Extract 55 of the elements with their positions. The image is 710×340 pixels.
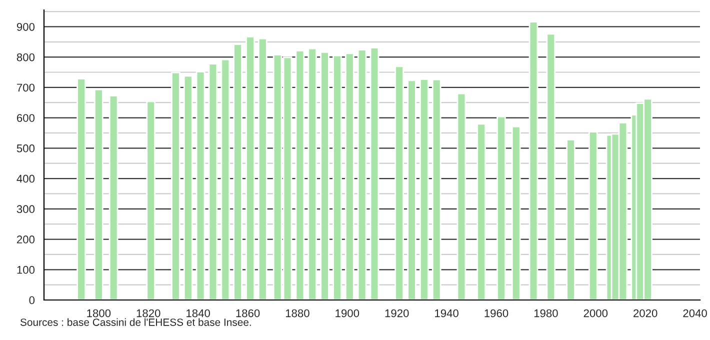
bar — [357, 49, 367, 300]
x-tick-label: 1820 — [136, 309, 160, 318]
bar — [476, 123, 486, 300]
bar — [183, 75, 193, 300]
bar — [420, 78, 429, 300]
x-tick-label: 1880 — [286, 309, 310, 318]
y-tick-label: 400 — [16, 174, 35, 183]
bar — [332, 54, 342, 300]
bar — [220, 58, 230, 300]
x-tick-label: 2040 — [683, 309, 707, 318]
bar — [407, 80, 416, 300]
source-note: Sources : base Cassini de l'EHESS et base Insee. — [20, 318, 251, 326]
bar — [588, 131, 598, 300]
y-tick-label: 700 — [17, 84, 35, 92]
x-tick-label: 1940 — [435, 309, 458, 318]
bar — [511, 126, 521, 300]
bar — [233, 44, 242, 300]
bar — [308, 48, 318, 300]
y-tick-label: 0 — [29, 296, 35, 304]
bar — [432, 78, 442, 300]
y-tick-label: 600 — [17, 114, 35, 122]
bar — [370, 46, 380, 300]
y-tick-label: 500 — [16, 144, 35, 152]
x-tick-label: 2000 — [584, 309, 608, 318]
x-tick-label: 1960 — [484, 309, 508, 318]
x-tick-label: 1800 — [87, 309, 111, 318]
x-tick-label: 2020 — [634, 309, 658, 318]
bar — [456, 92, 466, 300]
bar — [566, 138, 576, 300]
bar — [394, 66, 404, 300]
bar — [295, 50, 305, 300]
bar — [171, 72, 180, 300]
x-tick-label: 1980 — [534, 309, 558, 318]
x-tick-label: 1840 — [186, 309, 210, 318]
bar — [320, 52, 330, 300]
bar — [146, 100, 156, 300]
bar — [94, 88, 104, 300]
x-tick-label: 1860 — [236, 309, 260, 318]
bar — [258, 38, 268, 300]
bar — [196, 70, 206, 300]
y-tick-label: 300 — [16, 205, 35, 214]
bar — [76, 78, 86, 300]
bar — [208, 63, 218, 300]
bar — [108, 94, 118, 300]
bar — [546, 33, 556, 300]
bar — [344, 52, 354, 300]
bar — [496, 116, 506, 300]
bar — [528, 21, 538, 300]
bar — [246, 36, 255, 300]
y-tick-label: 200 — [16, 236, 35, 244]
x-tick-label: 1900 — [336, 309, 360, 318]
y-tick-label: 100 — [17, 266, 35, 274]
y-tick-label: 800 — [16, 53, 35, 62]
x-tick-label: 1920 — [385, 309, 409, 318]
y-tick-label: 900 — [16, 22, 35, 31]
